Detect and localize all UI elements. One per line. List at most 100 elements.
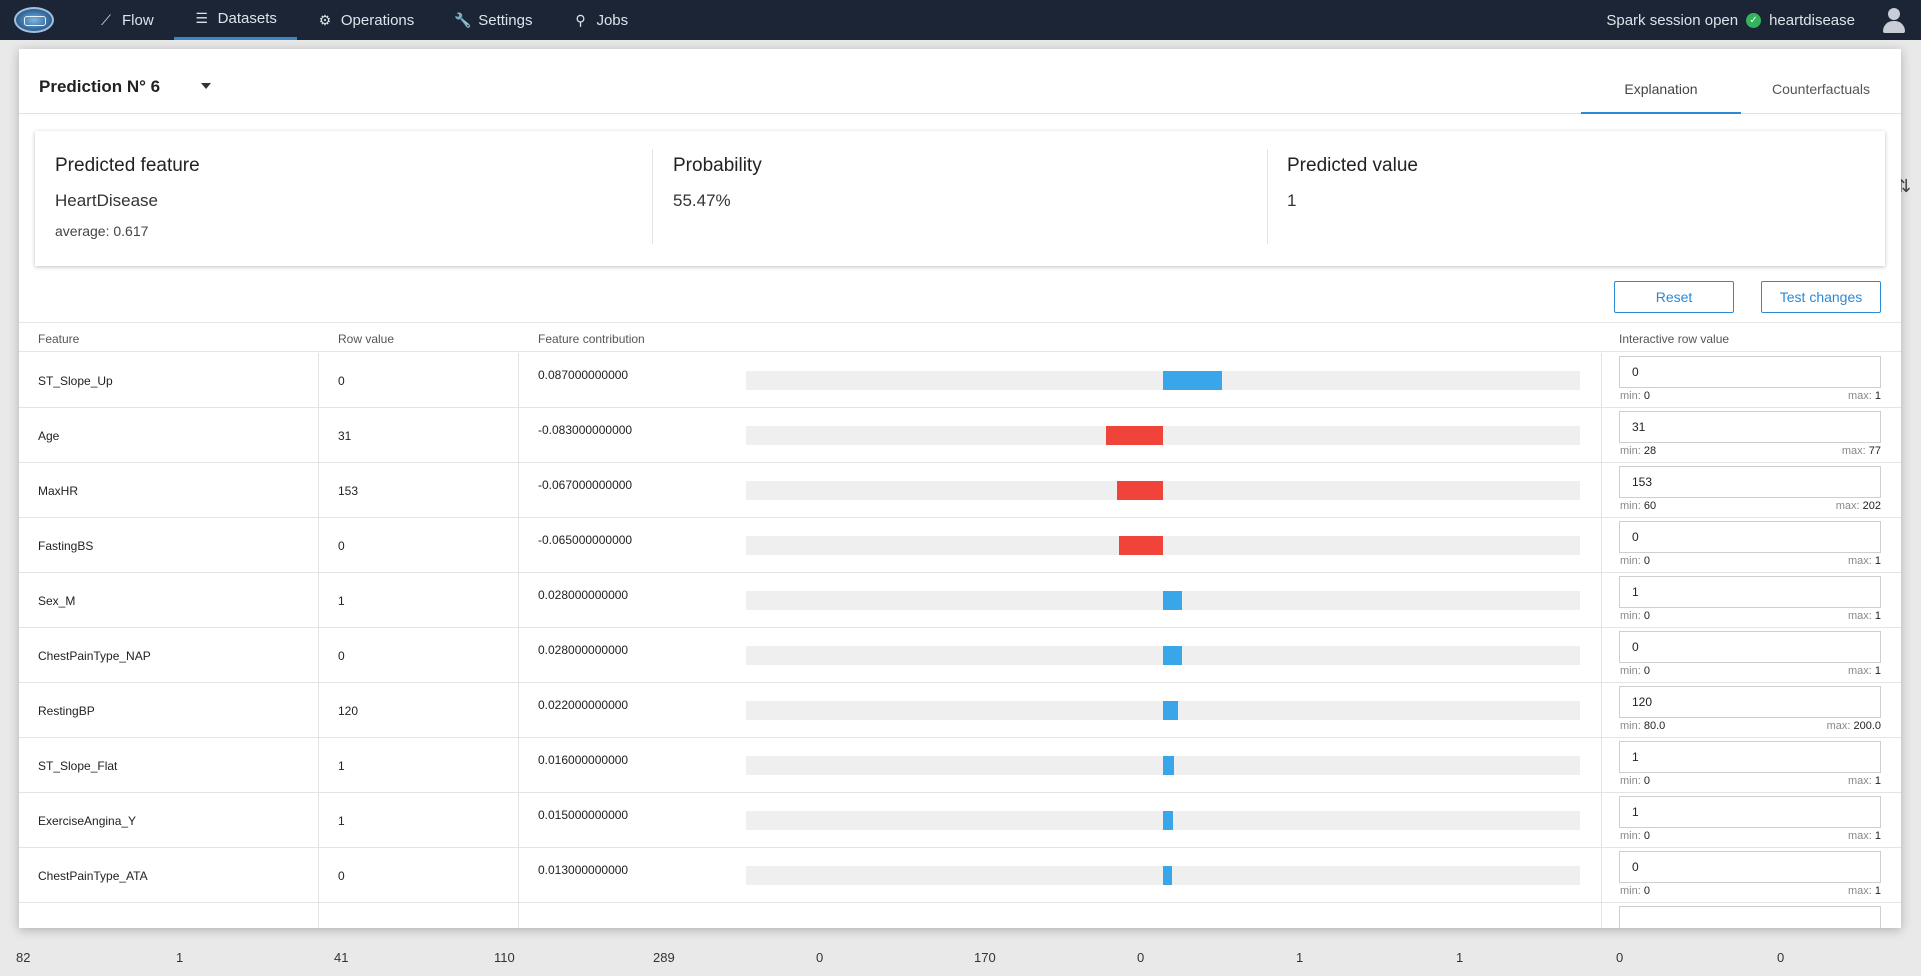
- caret-down-icon[interactable]: [201, 83, 211, 89]
- interactive-row-value-input[interactable]: [1619, 411, 1881, 443]
- user-avatar-icon[interactable]: [1881, 7, 1907, 33]
- nav-datasets[interactable]: ☰ Datasets: [173, 0, 297, 40]
- column-divider: [1601, 408, 1602, 463]
- min-label: min: 0: [1620, 775, 1650, 787]
- bg-cell: 1: [1296, 950, 1304, 965]
- probability-label: Probability: [673, 155, 762, 176]
- min-value: 28: [1643, 445, 1657, 457]
- column-divider: [318, 848, 319, 903]
- nav-settings[interactable]: 🔧 Settings: [434, 0, 552, 40]
- nav-flow[interactable]: ⟋ Flow: [78, 0, 174, 40]
- contribution-bar: [1118, 536, 1163, 555]
- contribution-bar-track: [746, 371, 1580, 390]
- column-divider: [1601, 463, 1602, 518]
- column-divider: [518, 848, 519, 903]
- app-logo[interactable]: [14, 7, 54, 33]
- interactive-row-value-input[interactable]: [1619, 576, 1881, 608]
- column-divider: [518, 573, 519, 628]
- max-value: 1: [1874, 390, 1881, 402]
- column-divider: [318, 628, 319, 683]
- table-row: MaxHR 153 -0.067000000000 min: 60 max: 202: [19, 463, 1901, 518]
- background-table-row: 82 1 41 110 289 0 170 0 1 1 0 0: [0, 944, 1921, 970]
- feature-name: ST_Slope_Flat: [38, 759, 118, 773]
- min-label: min: 0: [1620, 885, 1650, 897]
- min-value: 80.0: [1643, 720, 1666, 732]
- min-label: min: 0: [1620, 830, 1650, 842]
- contribution-bar-track: [746, 701, 1580, 720]
- column-divider: [318, 408, 319, 463]
- interactive-row-value-input[interactable]: [1619, 356, 1881, 388]
- table-row: ExerciseAngina_Y 1 0.015000000000 min: 0 max…: [19, 793, 1901, 848]
- contribution-bar-track: [746, 536, 1580, 555]
- min-value: 60: [1643, 500, 1657, 512]
- bg-cell: 289: [653, 950, 675, 965]
- bg-cell: 170: [974, 950, 996, 965]
- contribution-bar-track: [746, 866, 1580, 885]
- column-divider: [318, 903, 319, 928]
- max-label: max: 1: [1847, 830, 1881, 842]
- column-divider: [518, 683, 519, 738]
- interactive-row-value-input[interactable]: [1619, 686, 1881, 718]
- feature-contribution-value: 0.087000000000: [538, 368, 629, 382]
- column-divider: [1601, 518, 1602, 573]
- contribution-bar: [1163, 591, 1183, 610]
- max-value: 1: [1874, 665, 1881, 677]
- max-value: 202: [1862, 500, 1881, 512]
- row-value: 1: [338, 814, 345, 828]
- interactive-row-value-input[interactable]: [1619, 796, 1881, 828]
- max-label: max: 1: [1847, 555, 1881, 567]
- top-navbar: ⟋ Flow ☰ Datasets ⚙ Operations 🔧 Setting…: [0, 0, 1921, 40]
- tab-explanation[interactable]: Explanation: [1581, 49, 1741, 114]
- project-name[interactable]: heartdisease: [1769, 11, 1855, 29]
- interactive-row-value-input[interactable]: [1619, 631, 1881, 663]
- column-divider: [318, 353, 319, 408]
- max-value: 200.0: [1853, 720, 1881, 732]
- feature-contribution-value: 0.016000000000: [538, 753, 629, 767]
- nav-jobs[interactable]: ⚲ Jobs: [552, 0, 648, 40]
- contribution-bar-track: [746, 811, 1580, 830]
- min-label: min: 60: [1620, 500, 1657, 512]
- table-row: ChestPainType_ATA 0 0.013000000000 min: 0 ma…: [19, 848, 1901, 903]
- modal-header: Prediction N° 6 Explanation Counterfactu…: [19, 49, 1901, 114]
- predicted-feature-average: average: 0.617: [55, 223, 149, 239]
- max-value: 1: [1874, 830, 1881, 842]
- tab-counterfactuals[interactable]: Counterfactuals: [1771, 81, 1871, 97]
- column-divider: [1601, 793, 1602, 848]
- column-divider: [1601, 683, 1602, 738]
- nav-operations[interactable]: ⚙ Operations: [297, 0, 434, 40]
- column-header-feature-contribution: Feature contribution: [538, 332, 645, 346]
- nav-datasets-label: Datasets: [217, 10, 277, 27]
- min-label: min: 0: [1620, 555, 1650, 567]
- min-value: 0: [1643, 885, 1650, 897]
- max-label: max: 1: [1847, 885, 1881, 897]
- column-divider: [518, 353, 519, 408]
- feature-name: Age: [38, 429, 60, 443]
- feature-contribution-value: -0.065000000000: [538, 533, 633, 547]
- feature-contribution-value: 0.015000000000: [538, 808, 629, 822]
- reset-button[interactable]: Reset: [1614, 281, 1734, 313]
- contribution-bar-track: [746, 591, 1580, 610]
- feature-name: FastingBS: [38, 539, 94, 553]
- test-changes-button[interactable]: Test changes: [1761, 281, 1881, 313]
- column-divider: [518, 628, 519, 683]
- row-value: 0: [338, 869, 345, 883]
- column-divider: [1601, 353, 1602, 408]
- prediction-select-label[interactable]: Prediction N° 6: [39, 77, 161, 96]
- max-value: 77: [1868, 445, 1881, 457]
- row-value: 31: [338, 429, 352, 443]
- row-value: 153: [338, 484, 359, 498]
- min-label: min: 0: [1620, 665, 1650, 677]
- interactive-row-value-input[interactable]: [1619, 851, 1881, 883]
- contribution-bar: [1163, 371, 1223, 390]
- interactive-row-value-input[interactable]: [1619, 741, 1881, 773]
- column-divider: [318, 463, 319, 518]
- column-divider: [1601, 628, 1602, 683]
- max-value: 1: [1874, 555, 1881, 567]
- interactive-row-value-input[interactable]: [1619, 521, 1881, 553]
- max-label: max: 1: [1847, 390, 1881, 402]
- column-divider: [1601, 848, 1602, 903]
- predicted-value-label: Predicted value: [1287, 155, 1418, 176]
- bg-cell: 0: [1616, 950, 1624, 965]
- interactive-row-value-input[interactable]: [1619, 466, 1881, 498]
- gear-icon: ⚙: [318, 11, 332, 28]
